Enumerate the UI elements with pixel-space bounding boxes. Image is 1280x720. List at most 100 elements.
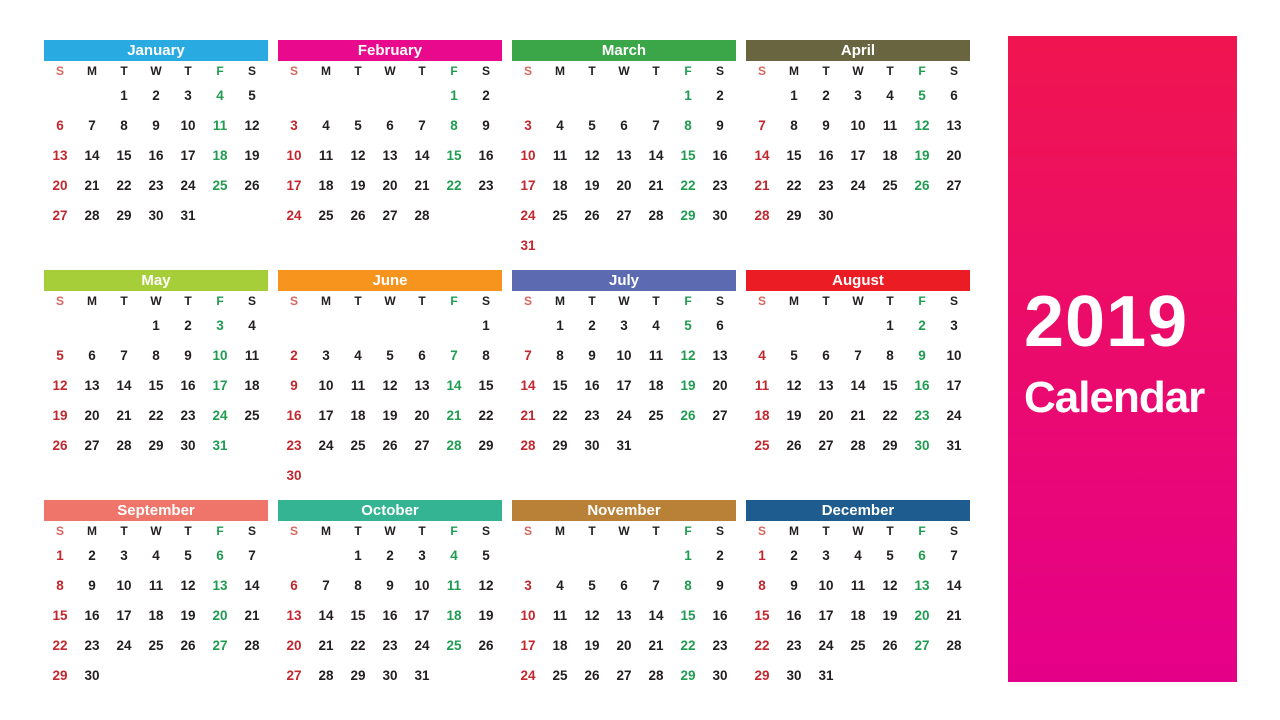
date-cell: 10 bbox=[946, 348, 962, 363]
empty-cell bbox=[108, 661, 140, 691]
dow-header-wed: W bbox=[384, 524, 396, 538]
month-table: S M T W T F S 1 2 3 4 5 6 7 8 9 10 11 12 13 14 15 16 17 18 19 20 21… bbox=[746, 61, 970, 231]
date-cell: 22 bbox=[52, 638, 68, 653]
date-cell: 28 bbox=[520, 438, 536, 453]
date-cell: 25 bbox=[212, 178, 228, 193]
date-cell: 15 bbox=[350, 608, 366, 623]
date-cell: 27 bbox=[818, 438, 834, 453]
dow-header-sun: S bbox=[55, 524, 64, 538]
dow-header-sat: S bbox=[247, 524, 256, 538]
date-cell: 29 bbox=[116, 208, 132, 223]
date-cell: 16 bbox=[478, 148, 494, 163]
dow-header-sun: S bbox=[523, 524, 532, 538]
date-cell: 23 bbox=[84, 638, 100, 653]
dow-header-tue: T bbox=[588, 64, 596, 78]
date-cell: 19 bbox=[680, 378, 696, 393]
empty-cell bbox=[406, 461, 438, 491]
dow-header-sat: S bbox=[949, 64, 958, 78]
empty-cell bbox=[874, 201, 906, 231]
panel-year-text: 2019 bbox=[1024, 282, 1189, 362]
date-cell: 12 bbox=[584, 608, 600, 623]
date-cell: 31 bbox=[946, 438, 962, 453]
dow-header-sat: S bbox=[949, 294, 958, 308]
dow-header-sun: S bbox=[55, 64, 64, 78]
date-cell: 14 bbox=[446, 378, 462, 393]
date-cell: 4 bbox=[854, 548, 862, 563]
date-cell: 13 bbox=[212, 578, 228, 593]
dow-header-mon: M bbox=[555, 294, 565, 308]
date-cell: 1 bbox=[354, 548, 362, 563]
date-cell: 3 bbox=[524, 118, 532, 133]
date-cell: 14 bbox=[648, 608, 664, 623]
date-cell: 9 bbox=[290, 378, 298, 393]
dow-header-wed: W bbox=[852, 64, 864, 78]
empty-cell bbox=[172, 661, 204, 691]
empty-cell bbox=[236, 201, 268, 231]
date-cell: 2 bbox=[822, 88, 830, 103]
month-title: July bbox=[512, 270, 736, 291]
date-cell: 19 bbox=[786, 408, 802, 423]
date-cell: 4 bbox=[354, 348, 362, 363]
date-cell: 4 bbox=[556, 578, 564, 593]
dow-header-tue: T bbox=[354, 64, 362, 78]
month-june: June S M T W T F S 1 2 3 4 5 6 7 8 9 10 11 12 13 14 15 16 17 18 1… bbox=[278, 270, 502, 500]
date-cell: 26 bbox=[680, 408, 696, 423]
empty-cell bbox=[810, 311, 842, 341]
date-cell: 24 bbox=[116, 638, 132, 653]
date-cell: 22 bbox=[148, 408, 164, 423]
date-cell: 29 bbox=[148, 438, 164, 453]
date-cell: 14 bbox=[648, 148, 664, 163]
dow-header-wed: W bbox=[384, 294, 396, 308]
month-table: S M T W T F S 1 2 3 4 5 6 7 8 9 10 11 12 13 14 15 16 17 18 19 20 21… bbox=[512, 61, 736, 261]
date-cell: 25 bbox=[552, 668, 568, 683]
date-cell: 3 bbox=[184, 88, 192, 103]
date-cell: 29 bbox=[680, 668, 696, 683]
date-cell: 7 bbox=[652, 118, 660, 133]
month-october: October S M T W T F S 1 2 3 4 5 6 7 8 9 10 11 12 13 14 15 16 17… bbox=[278, 500, 502, 720]
empty-cell bbox=[544, 81, 576, 111]
date-cell: 1 bbox=[684, 88, 692, 103]
month-april: April S M T W T F S 1 2 3 4 5 6 7 8 9 10 11 12 13 14 15 16 17 18… bbox=[746, 40, 970, 270]
date-cell: 14 bbox=[754, 148, 770, 163]
date-cell: 16 bbox=[180, 378, 196, 393]
date-cell: 27 bbox=[914, 638, 930, 653]
date-cell: 23 bbox=[786, 638, 802, 653]
date-cell: 11 bbox=[552, 148, 568, 163]
month-title: January bbox=[44, 40, 268, 61]
date-cell: 20 bbox=[616, 178, 632, 193]
date-cell: 20 bbox=[212, 608, 228, 623]
date-cell: 15 bbox=[882, 378, 898, 393]
date-cell: 6 bbox=[716, 318, 724, 333]
date-cell: 1 bbox=[758, 548, 766, 563]
dow-header-mon: M bbox=[321, 524, 331, 538]
date-cell: 10 bbox=[616, 348, 632, 363]
date-cell: 30 bbox=[180, 438, 196, 453]
date-cell: 30 bbox=[712, 668, 728, 683]
date-cell: 29 bbox=[478, 438, 494, 453]
date-cell: 5 bbox=[482, 548, 490, 563]
date-cell: 24 bbox=[818, 638, 834, 653]
date-cell: 20 bbox=[946, 148, 962, 163]
date-cell: 17 bbox=[520, 178, 536, 193]
date-cell: 18 bbox=[882, 148, 898, 163]
date-cell: 19 bbox=[882, 608, 898, 623]
date-cell: 1 bbox=[482, 318, 490, 333]
date-cell: 16 bbox=[914, 378, 930, 393]
date-cell: 15 bbox=[754, 608, 770, 623]
date-cell: 11 bbox=[882, 118, 898, 133]
dow-header-mon: M bbox=[555, 524, 565, 538]
empty-cell bbox=[438, 201, 470, 231]
date-cell: 5 bbox=[354, 118, 362, 133]
dow-header-thu: T bbox=[652, 294, 660, 308]
dow-header-tue: T bbox=[354, 294, 362, 308]
empty-cell bbox=[438, 311, 470, 341]
date-cell: 10 bbox=[286, 148, 302, 163]
empty-cell bbox=[342, 311, 374, 341]
dow-header-wed: W bbox=[852, 524, 864, 538]
empty-cell bbox=[746, 81, 778, 111]
date-cell: 27 bbox=[712, 408, 728, 423]
month-table: S M T W T F S 1 2 3 4 5 6 7 8 9 10 11 12 13 14 15 16 17 18 19 20 21… bbox=[278, 61, 502, 231]
date-cell: 1 bbox=[556, 318, 564, 333]
date-cell: 8 bbox=[120, 118, 128, 133]
date-cell: 31 bbox=[520, 238, 536, 253]
